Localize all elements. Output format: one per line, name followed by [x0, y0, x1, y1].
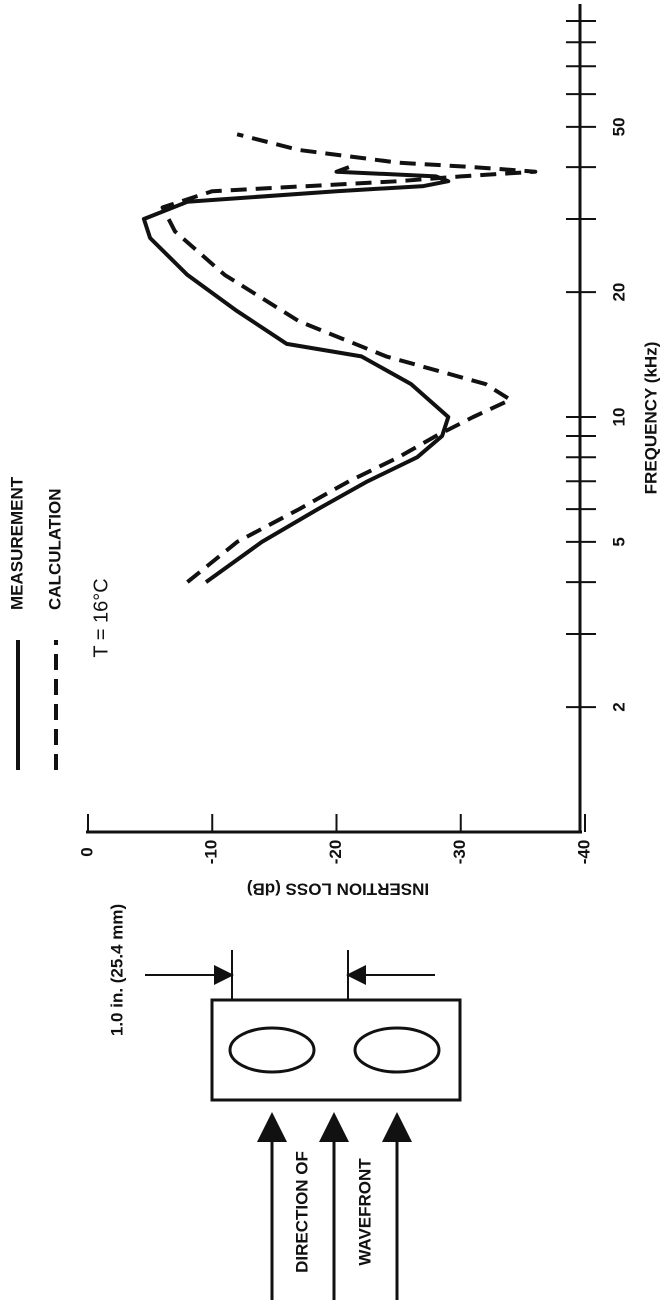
direction-label: DIRECTION OF [292, 1151, 311, 1273]
legend-label: CALCULATION [45, 489, 64, 611]
dimension-label: 1.0 in. (25.4 mm) [107, 904, 126, 1036]
series-line [141, 165, 451, 584]
legend-label: MEASUREMENT [7, 476, 26, 610]
x-tick-label: 20 [609, 283, 628, 302]
y-tick-label: 0 [77, 847, 96, 856]
annotation: T = 16°C [90, 578, 112, 657]
series-line [160, 132, 538, 584]
cylinder [228, 1026, 316, 1074]
sample-box [210, 998, 462, 1102]
y-tick-label: -10 [202, 840, 221, 865]
y-tick-label: -40 [574, 840, 593, 865]
cylinder [353, 1026, 441, 1074]
x-tick-label: 5 [609, 537, 628, 546]
x-tick-label: 10 [609, 408, 628, 427]
x-tick-label: 2 [609, 702, 628, 711]
y-tick-label: -30 [450, 840, 469, 865]
x-tick-label: 50 [609, 117, 628, 136]
y-axis-label: INSERTION LOSS (dB) [247, 880, 429, 899]
x-axis-label: FREQUENCY (kHz) [641, 342, 660, 495]
direction-label: WAVEFRONT [355, 1158, 374, 1266]
y-tick-label: -20 [326, 840, 345, 865]
